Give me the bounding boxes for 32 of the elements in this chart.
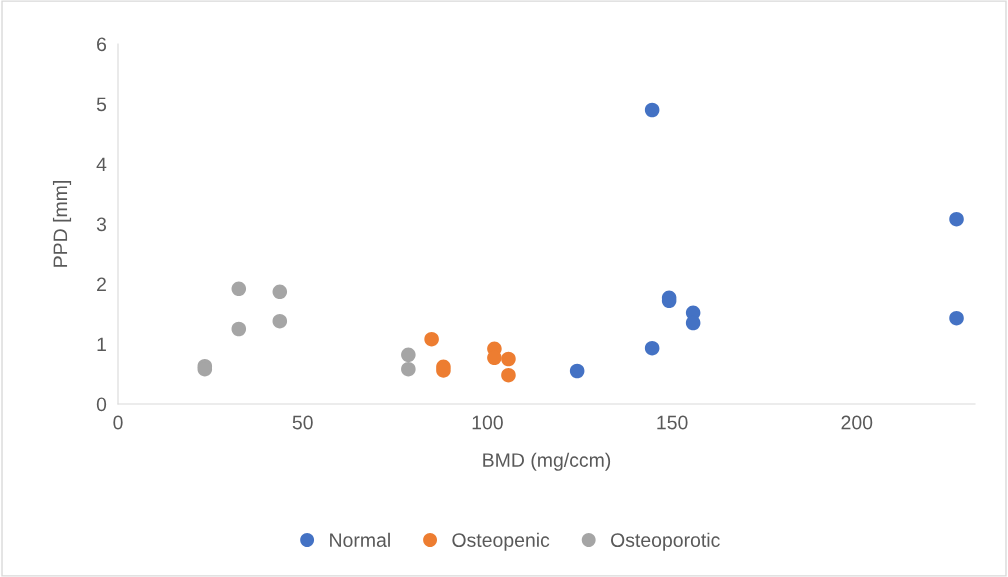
point xyxy=(949,211,964,227)
y-tick-label: 0 xyxy=(96,397,107,412)
point xyxy=(424,331,439,347)
legend-label: Normal xyxy=(330,532,390,547)
point xyxy=(685,315,701,331)
x-axis-title: BMD (mg/ccm) xyxy=(483,452,611,471)
x-tick-label: 100 xyxy=(472,415,503,430)
y-axis-title: PPD [mm] xyxy=(52,181,72,267)
x-tick-label: 150 xyxy=(657,415,688,430)
point xyxy=(231,281,247,297)
y-tick-label: 2 xyxy=(97,277,106,292)
point xyxy=(569,363,585,379)
point xyxy=(272,313,288,329)
point xyxy=(401,347,416,363)
y-tick-label: 5 xyxy=(96,97,107,112)
y-tick-label: 3 xyxy=(96,217,107,232)
point xyxy=(644,340,660,356)
point xyxy=(644,102,660,118)
y-tick-label: 6 xyxy=(97,37,107,52)
x-tick-label: 200 xyxy=(841,415,873,430)
point xyxy=(501,367,516,383)
y-tick-label: 1 xyxy=(97,337,106,352)
x-tick-label: 0 xyxy=(113,415,123,430)
point xyxy=(231,321,247,337)
point xyxy=(949,310,964,326)
x-tick-label: 50 xyxy=(292,415,313,430)
legend-label: Osteoporotic xyxy=(611,532,720,551)
legend-label: Osteopenic xyxy=(452,532,550,551)
point xyxy=(501,351,516,367)
y-tick-label: 4 xyxy=(96,157,107,172)
point xyxy=(401,361,416,377)
point xyxy=(272,284,288,300)
